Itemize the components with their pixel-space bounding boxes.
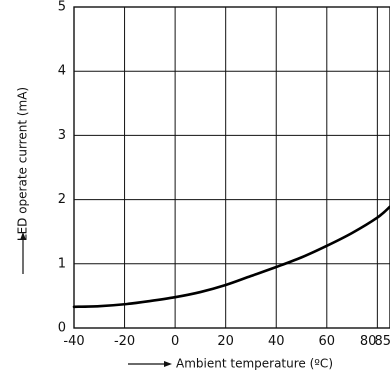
- y-tick-label: 5: [58, 0, 66, 15]
- horizontal-gridlines: [74, 7, 390, 328]
- y-tick-label: 1: [58, 256, 66, 271]
- x-tick-label: 20: [217, 334, 234, 349]
- x-tick-label: 85: [374, 334, 390, 349]
- y-tick-label: 2: [58, 192, 66, 207]
- x-tick-label: -40: [63, 334, 84, 349]
- series-line: [74, 207, 390, 307]
- x-tick-label: 0: [171, 334, 179, 349]
- x-tick-label: 40: [268, 334, 285, 349]
- y-axis-title: LED operate current (mA): [16, 87, 30, 241]
- vertical-gridlines: [74, 7, 390, 328]
- y-tick-label: 4: [58, 64, 66, 79]
- x-axis-title: Ambient temperature (ºC): [176, 357, 333, 371]
- x-tick-label: -20: [114, 334, 135, 349]
- plot-frame: [74, 7, 390, 328]
- x-axis-arrow: [128, 361, 172, 367]
- y-tick-label: 3: [58, 128, 66, 143]
- y-axis-arrow: [20, 232, 26, 274]
- x-tick-label: 60: [319, 334, 336, 349]
- y-axis-title-group: LED operate current (mA): [16, 87, 30, 241]
